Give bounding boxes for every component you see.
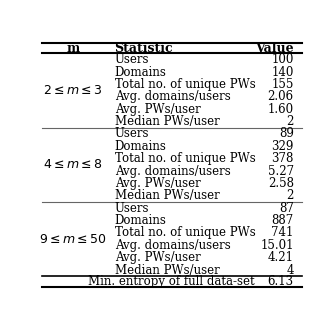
Text: $9 \leq m \leq 50$: $9 \leq m \leq 50$ (39, 233, 107, 246)
Text: 378: 378 (271, 152, 294, 165)
Text: Total no. of unique PWs: Total no. of unique PWs (115, 226, 255, 239)
Text: Users: Users (115, 53, 149, 66)
Text: 2: 2 (286, 115, 294, 128)
Text: $2 \leq m \leq 3$: $2 \leq m \leq 3$ (43, 84, 103, 97)
Text: 2: 2 (286, 189, 294, 202)
Text: 2.58: 2.58 (268, 177, 294, 190)
Text: 1.60: 1.60 (268, 103, 294, 116)
Text: Value: Value (255, 41, 294, 54)
Text: Median PWs/user: Median PWs/user (115, 189, 219, 202)
Text: 4.21: 4.21 (268, 251, 294, 264)
Text: Total no. of unique PWs: Total no. of unique PWs (115, 78, 255, 91)
Text: Domains: Domains (115, 214, 166, 227)
Text: 87: 87 (279, 202, 294, 215)
Text: 741: 741 (271, 226, 294, 239)
Text: 329: 329 (271, 140, 294, 153)
Text: Domains: Domains (115, 140, 166, 153)
Text: 100: 100 (271, 53, 294, 66)
Text: Avg. domains/users: Avg. domains/users (115, 165, 230, 178)
Text: Min. entropy of full data-set: Min. entropy of full data-set (88, 275, 255, 288)
Text: $4 \leq m \leq 8$: $4 \leq m \leq 8$ (43, 158, 103, 171)
Text: 15.01: 15.01 (260, 239, 294, 252)
Text: 155: 155 (271, 78, 294, 91)
Text: 89: 89 (279, 127, 294, 140)
Text: Avg. PWs/user: Avg. PWs/user (115, 103, 200, 116)
Text: Avg. domains/users: Avg. domains/users (115, 90, 230, 103)
Text: 4: 4 (286, 263, 294, 277)
Text: 2.06: 2.06 (268, 90, 294, 103)
Text: Median PWs/user: Median PWs/user (115, 263, 219, 277)
Text: Users: Users (115, 127, 149, 140)
Text: m: m (66, 41, 80, 54)
Text: 140: 140 (271, 65, 294, 78)
Text: Avg. PWs/user: Avg. PWs/user (115, 177, 200, 190)
Text: 5.27: 5.27 (268, 165, 294, 178)
Text: Domains: Domains (115, 65, 166, 78)
Text: 887: 887 (271, 214, 294, 227)
Text: Users: Users (115, 202, 149, 215)
Text: 6.13: 6.13 (268, 275, 294, 288)
Text: Median PWs/user: Median PWs/user (115, 115, 219, 128)
Text: Statistic: Statistic (115, 41, 173, 54)
Text: Avg. domains/users: Avg. domains/users (115, 239, 230, 252)
Text: Total no. of unique PWs: Total no. of unique PWs (115, 152, 255, 165)
Text: Avg. PWs/user: Avg. PWs/user (115, 251, 200, 264)
